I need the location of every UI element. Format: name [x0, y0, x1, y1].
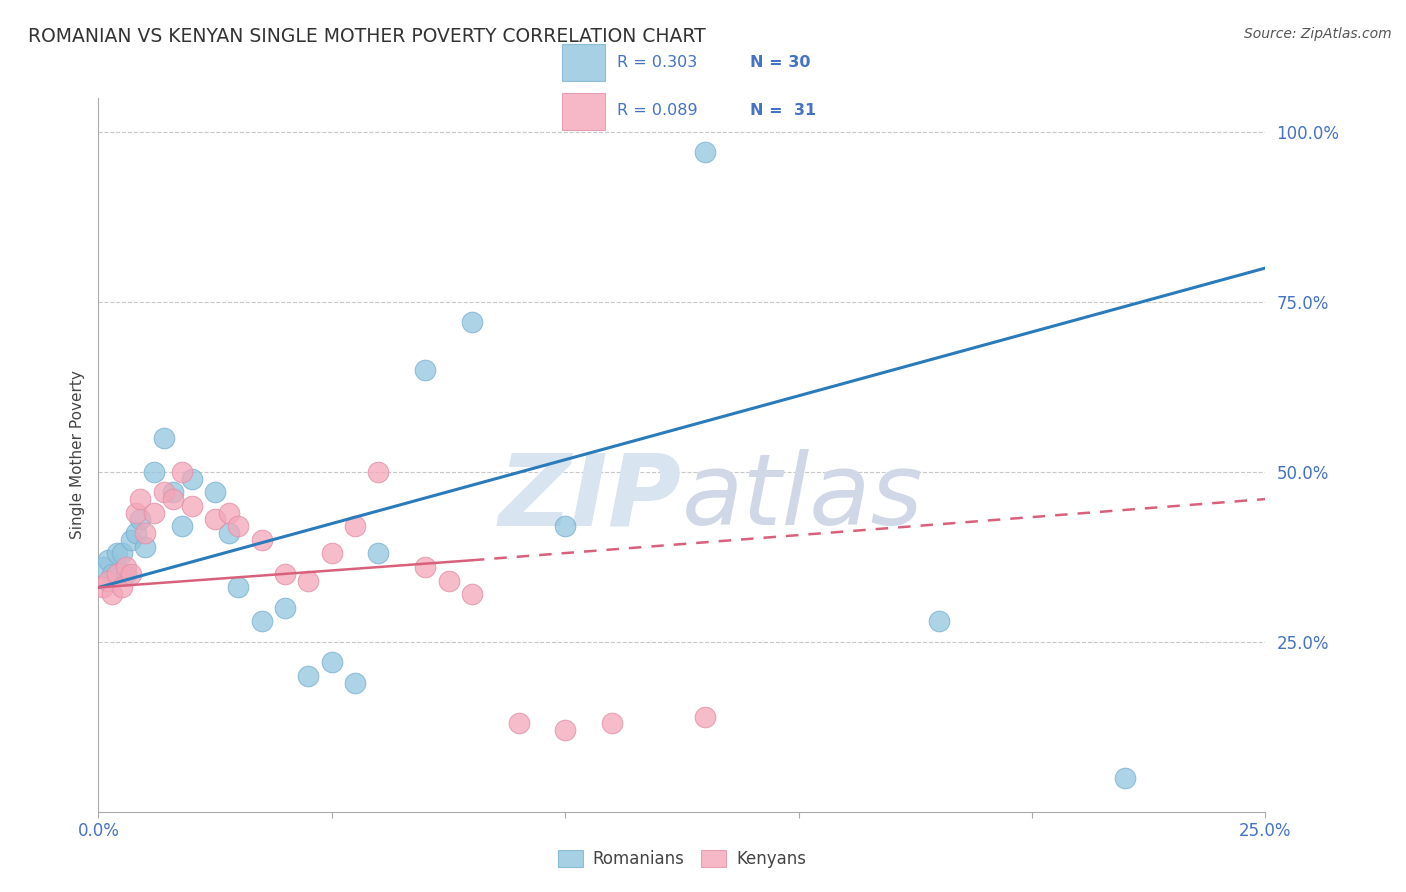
Point [143, 506, 166, 520]
Point [508, 716, 530, 731]
Point [91, 560, 114, 574]
Point [97, 553, 120, 567]
Point [134, 526, 156, 541]
Point [143, 465, 166, 479]
Point [250, 533, 273, 547]
Point [180, 472, 202, 486]
Point [105, 566, 128, 581]
Bar [561, 44, 605, 81]
Point [437, 574, 460, 588]
Text: ZIP: ZIP [499, 450, 682, 546]
Point [218, 526, 240, 541]
Text: ROMANIAN VS KENYAN SINGLE MOTHER POVERTY CORRELATION CHART: ROMANIAN VS KENYAN SINGLE MOTHER POVERTY… [28, 27, 706, 45]
Point [695, 709, 717, 723]
Text: N = 30: N = 30 [751, 54, 811, 70]
Point [274, 600, 297, 615]
Point [152, 431, 174, 445]
Point [129, 492, 152, 507]
Text: R = 0.089: R = 0.089 [617, 103, 697, 118]
Text: atlas: atlas [682, 450, 924, 546]
Text: R = 0.303: R = 0.303 [617, 54, 697, 70]
Point [125, 506, 148, 520]
Point [172, 519, 194, 533]
Point [204, 485, 226, 500]
Point [120, 566, 142, 581]
Point [413, 363, 436, 377]
Y-axis label: Single Mother Poverty: Single Mother Poverty [69, 370, 84, 540]
Point [321, 546, 343, 560]
Point [461, 587, 484, 601]
Bar [561, 93, 605, 130]
Point [101, 566, 124, 581]
Point [600, 716, 623, 731]
Point [228, 581, 250, 595]
Point [1114, 771, 1136, 785]
Point [413, 560, 436, 574]
Point [111, 546, 134, 560]
Point [91, 581, 114, 595]
Point [129, 512, 152, 526]
Point [218, 506, 240, 520]
Point [204, 512, 226, 526]
Point [125, 526, 148, 541]
Point [554, 723, 576, 738]
Point [180, 499, 202, 513]
Point [321, 655, 343, 669]
Point [367, 465, 389, 479]
Point [367, 546, 389, 560]
Point [152, 485, 174, 500]
Point [344, 519, 367, 533]
Point [120, 533, 142, 547]
Point [344, 675, 367, 690]
Point [115, 560, 138, 574]
Point [250, 615, 273, 629]
Point [111, 581, 134, 595]
Point [172, 465, 194, 479]
Point [461, 315, 484, 329]
Text: N =  31: N = 31 [751, 103, 817, 118]
Point [928, 615, 950, 629]
Point [97, 574, 120, 588]
Point [134, 540, 156, 554]
Point [297, 669, 319, 683]
Text: Source: ZipAtlas.com: Source: ZipAtlas.com [1244, 27, 1392, 41]
Point [297, 574, 319, 588]
Point [554, 519, 576, 533]
Point [695, 145, 717, 160]
Legend: Romanians, Kenyans: Romanians, Kenyans [551, 843, 813, 875]
Point [162, 485, 184, 500]
Point [115, 566, 138, 581]
Point [105, 546, 128, 560]
Point [101, 587, 124, 601]
Point [162, 492, 184, 507]
Point [274, 566, 297, 581]
Point [228, 519, 250, 533]
